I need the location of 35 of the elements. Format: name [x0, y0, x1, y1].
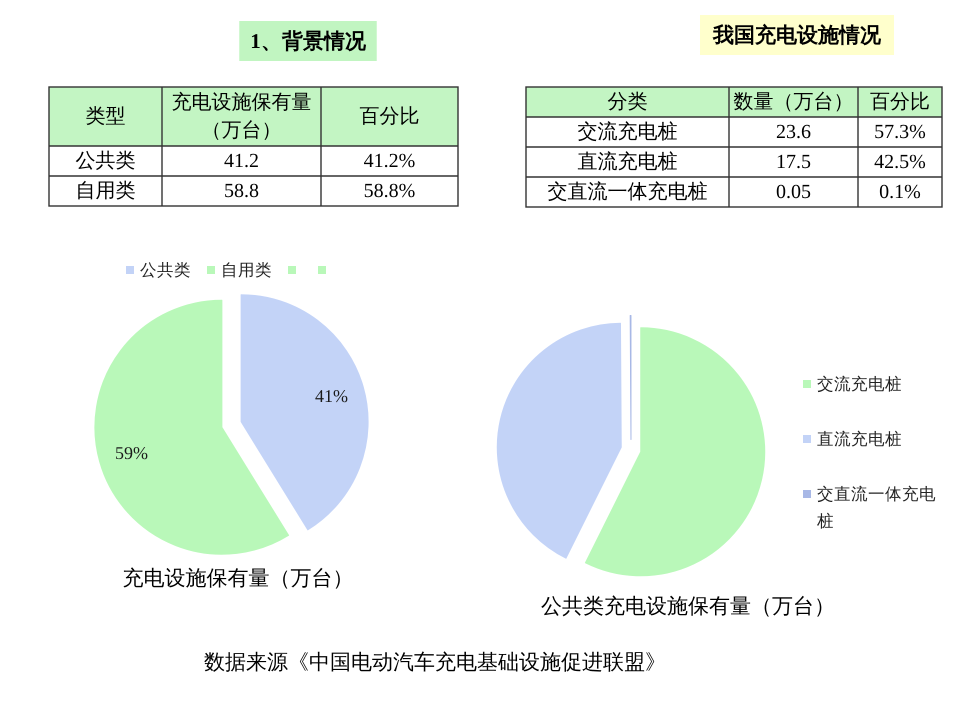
data-label: 41%	[315, 386, 348, 406]
data-label: 41.2%	[364, 150, 416, 172]
category-label: 交流充电桩	[578, 121, 678, 143]
data-label: 23.6	[776, 121, 811, 143]
data-label: 0.05	[776, 181, 811, 203]
category-label: 直流充电桩	[578, 151, 678, 173]
text: 百分比	[870, 91, 930, 113]
category-label: 自用类	[76, 180, 136, 202]
legend-label: 直流充电桩	[817, 430, 902, 448]
category-label: 交直流一体充电桩	[548, 181, 708, 203]
legend: 公共类 自用类	[126, 260, 326, 280]
legend-label: 交流充电桩	[817, 374, 902, 394]
data-label: 58.8%	[364, 180, 416, 202]
data-label: 59%	[114, 442, 148, 463]
text: 充电设施保有量（万台）	[122, 566, 354, 590]
data-label: 17.5	[776, 151, 811, 173]
text: 分类	[608, 91, 648, 113]
legend-label: 公共类	[140, 260, 191, 280]
data-label: 41.2	[224, 150, 259, 172]
data-label: 58.8	[224, 180, 259, 202]
text: 数量（万台）	[734, 91, 854, 113]
category-label: 公共类	[76, 150, 136, 172]
data-label: 57.3%	[874, 121, 926, 143]
text: 公共类充电设施保有量（万台）	[541, 594, 835, 618]
legend-label: 自用类	[221, 260, 272, 280]
text: 类型	[86, 106, 126, 128]
text: 1、背景情况	[250, 29, 367, 53]
legend: 交流充电桩 直流充电桩 交直流一体充电桩	[803, 374, 936, 530]
legend-label: 交直流一体充电桩	[816, 484, 936, 530]
source-note: 数据来源《中国电动汽车充电基础设施促进联盟》	[204, 650, 666, 674]
data-label: 42.5%	[874, 151, 926, 173]
text: 我国充电设施情况	[712, 23, 882, 47]
data-label: 0.1%	[879, 181, 921, 203]
text: 充电设施保有量（万台）	[172, 92, 312, 142]
text: 百分比	[360, 106, 420, 128]
